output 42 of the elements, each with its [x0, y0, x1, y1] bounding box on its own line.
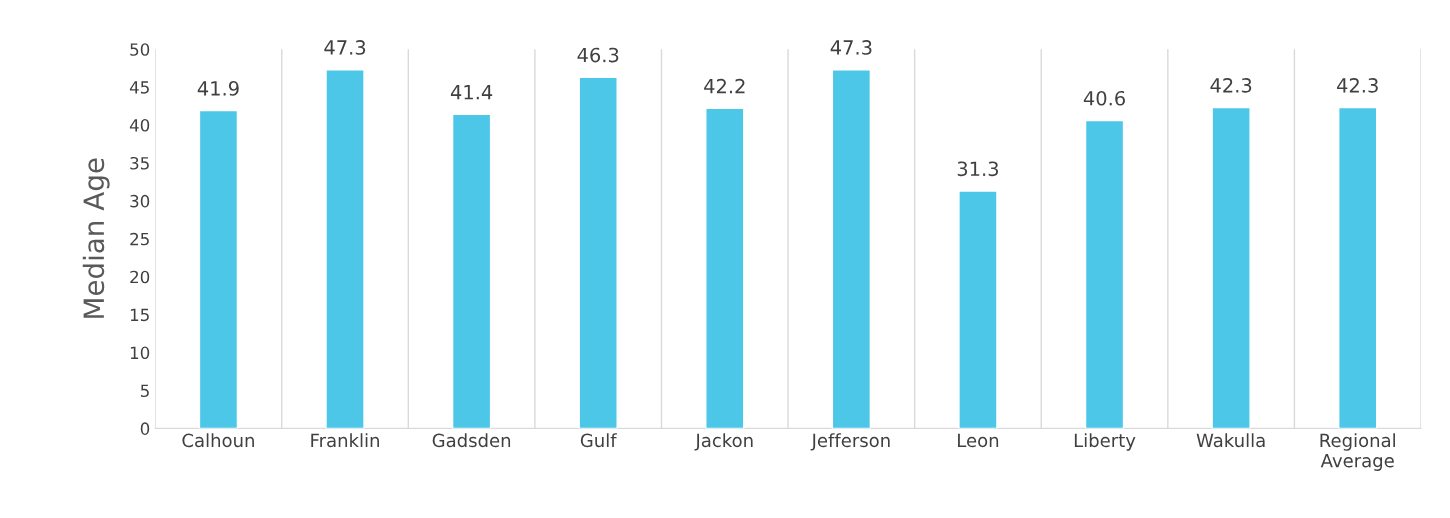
data-label: 41.4 [450, 85, 493, 100]
y-axis-title: Median Age [82, 158, 110, 318]
y-tick-label: 25 [130, 232, 149, 246]
x-tick-label: Regional Average [1320, 433, 1395, 471]
y-tick-label: 30 [130, 194, 150, 208]
data-label: 31.3 [957, 161, 999, 177]
bar [958, 190, 998, 429]
y-tick-label: 50 [130, 43, 150, 56]
y-tick-label: 45 [129, 81, 149, 94]
y-tick-label: 10 [130, 346, 150, 360]
bar [325, 68, 365, 429]
bar [705, 107, 745, 429]
bar [1338, 106, 1378, 429]
bar [578, 76, 618, 429]
x-tick-label: Wakulla [1196, 433, 1265, 448]
x-tick-label: Jefferson [810, 433, 890, 451]
data-label: 40.6 [1083, 90, 1125, 106]
data-label: 42.2 [704, 78, 745, 94]
data-label: 42.3 [1337, 78, 1378, 93]
x-tick-label: Gadsden [432, 433, 511, 448]
x-tick-label: Franklin [311, 433, 379, 448]
data-label: 47.3 [324, 40, 366, 55]
data-label: 47.3 [830, 40, 872, 55]
bar [1084, 119, 1125, 429]
bar [451, 113, 492, 429]
bar [1211, 106, 1251, 429]
data-label: 41.9 [197, 81, 239, 96]
y-tick-label: 15 [130, 308, 149, 322]
data-label: 42.3 [1210, 78, 1252, 93]
y-tick-label: 0 [140, 422, 150, 435]
y-tick-label: 40 [129, 119, 150, 132]
y-tick-label: 35 [130, 156, 149, 170]
x-tick-label: Jackon [694, 433, 753, 451]
data-label: 46.3 [577, 47, 619, 63]
y-tick-label: 5 [140, 384, 149, 398]
bar [198, 109, 239, 429]
x-tick-label: Gulf [580, 433, 617, 448]
x-tick-label: Liberty [1074, 433, 1136, 451]
x-tick-label: Calhoun [182, 433, 254, 448]
x-tick-label: Leon [958, 433, 999, 448]
y-tick-label: 20 [130, 270, 150, 284]
bar [831, 68, 872, 429]
